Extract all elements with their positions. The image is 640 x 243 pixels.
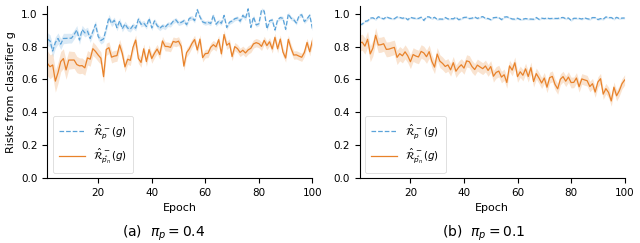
$\hat{\mathcal{R}}^-_p(g)$ [301, 20, 308, 23]
$\hat{\mathcal{R}}^-_p(g)$ [183, 23, 191, 26]
$\hat{\mathcal{R}}^-_{\hat{p}_n}(g)$ [97, 57, 105, 60]
$\hat{\mathcal{R}}^-_p(g)$ [97, 39, 105, 42]
$\hat{\mathcal{R}}^-_p(g)$ [49, 50, 56, 52]
$\hat{\mathcal{R}}^-_{\hat{p}_n}(g)$ [292, 53, 300, 56]
$\hat{\mathcal{R}}^-_{\hat{p}_n}(g)$ [44, 62, 51, 65]
Y-axis label: Risks from classifier g: Risks from classifier g [6, 31, 15, 153]
Legend: $\hat{\mathcal{R}}^-_p(g)$, $\hat{\mathcal{R}}^-_{\hat{p}_n}(g)$: $\hat{\mathcal{R}}^-_p(g)$, $\hat{\mathc… [52, 116, 133, 173]
$\hat{\mathcal{R}}^-_p(g)$ [244, 7, 252, 10]
Line: $\hat{\mathcal{R}}^-_p(g)$: $\hat{\mathcal{R}}^-_p(g)$ [360, 17, 625, 25]
Line: $\hat{\mathcal{R}}^-_p(g)$: $\hat{\mathcal{R}}^-_p(g)$ [47, 9, 312, 51]
$\hat{\mathcal{R}}^-_p(g)$ [479, 15, 486, 18]
$\hat{\mathcal{R}}^-_{\hat{p}_n}(g)$ [602, 87, 610, 90]
$\hat{\mathcal{R}}^-_p(g)$ [417, 16, 425, 19]
X-axis label: Epoch: Epoch [475, 203, 509, 213]
$\hat{\mathcal{R}}^-_{\hat{p}_n}(g)$ [204, 52, 212, 55]
Text: (a)  $\pi_p = 0.4$: (a) $\pi_p = 0.4$ [122, 224, 205, 243]
$\hat{\mathcal{R}}^-_p(g)$ [44, 37, 51, 40]
$\hat{\mathcal{R}}^-_p(g)$ [308, 27, 316, 30]
Text: (b)  $\pi_p = 0.1$: (b) $\pi_p = 0.1$ [442, 224, 525, 243]
$\hat{\mathcal{R}}^-_p(g)$ [516, 18, 524, 21]
$\hat{\mathcal{R}}^-_p(g)$ [495, 16, 502, 19]
$\hat{\mathcal{R}}^-_{\hat{p}_n}(g)$ [356, 42, 364, 44]
$\hat{\mathcal{R}}^-_p(g)$ [204, 21, 212, 24]
$\hat{\mathcal{R}}^-_{\hat{p}_n}(g)$ [108, 56, 115, 59]
$\hat{\mathcal{R}}^-_{\hat{p}_n}(g)$ [420, 52, 428, 54]
$\hat{\mathcal{R}}^-_{\hat{p}_n}(g)$ [308, 39, 316, 42]
$\hat{\mathcal{R}}^-_p(g)$ [356, 23, 364, 26]
Legend: $\hat{\mathcal{R}}^-_p(g)$, $\hat{\mathcal{R}}^-_{\hat{p}_n}(g)$: $\hat{\mathcal{R}}^-_p(g)$, $\hat{\mathc… [365, 116, 445, 173]
$\hat{\mathcal{R}}^-_{\hat{p}_n}(g)$ [183, 51, 191, 54]
$\hat{\mathcal{R}}^-_p(g)$ [621, 17, 628, 19]
$\hat{\mathcal{R}}^-_{\hat{p}_n}(g)$ [52, 80, 60, 83]
$\hat{\mathcal{R}}^-_p(g)$ [602, 16, 610, 18]
$\hat{\mathcal{R}}^-_{\hat{p}_n}(g)$ [301, 51, 308, 54]
$\hat{\mathcal{R}}^-_{\hat{p}_n}(g)$ [372, 34, 380, 37]
$\hat{\mathcal{R}}^-_{\hat{p}_n}(g)$ [607, 99, 615, 102]
Line: $\hat{\mathcal{R}}^-_{\hat{p}_n}(g)$: $\hat{\mathcal{R}}^-_{\hat{p}_n}(g)$ [47, 35, 312, 81]
$\hat{\mathcal{R}}^-_p(g)$ [406, 16, 414, 19]
$\hat{\mathcal{R}}^-_{\hat{p}_n}(g)$ [516, 70, 524, 73]
$\hat{\mathcal{R}}^-_{\hat{p}_n}(g)$ [495, 70, 502, 73]
Line: $\hat{\mathcal{R}}^-_{\hat{p}_n}(g)$: $\hat{\mathcal{R}}^-_{\hat{p}_n}(g)$ [360, 35, 625, 101]
$\hat{\mathcal{R}}^-_{\hat{p}_n}(g)$ [621, 78, 628, 81]
$\hat{\mathcal{R}}^-_{\hat{p}_n}(g)$ [612, 94, 620, 97]
$\hat{\mathcal{R}}^-_p(g)$ [610, 18, 618, 21]
$\hat{\mathcal{R}}^-_p(g)$ [108, 22, 115, 25]
$\hat{\mathcal{R}}^-_{\hat{p}_n}(g)$ [220, 33, 228, 36]
$\hat{\mathcal{R}}^-_p(g)$ [292, 22, 300, 25]
X-axis label: Epoch: Epoch [163, 203, 197, 213]
$\hat{\mathcal{R}}^-_{\hat{p}_n}(g)$ [409, 53, 417, 56]
